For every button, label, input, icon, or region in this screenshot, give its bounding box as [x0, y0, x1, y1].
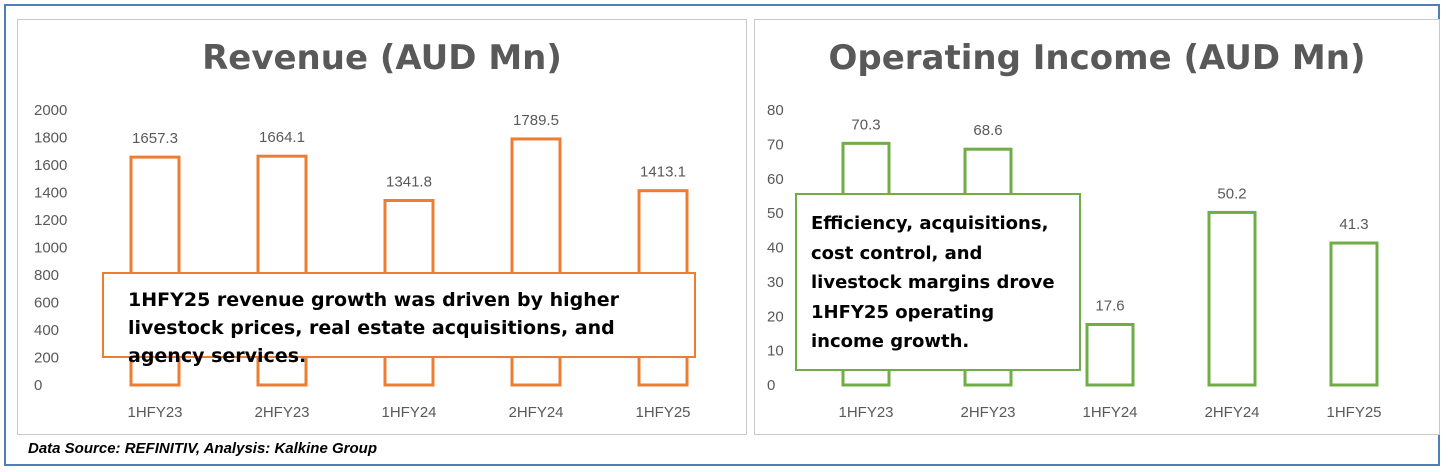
x-tick-label: 1HFY23	[127, 404, 182, 421]
y-tick-label: 400	[34, 322, 59, 339]
y-tick-label: 60	[767, 171, 784, 188]
data-label: 50.2	[1217, 185, 1246, 202]
data-label: 1664.1	[259, 129, 305, 146]
y-tick-label: 2000	[34, 102, 67, 119]
y-tick-label: 1800	[34, 130, 67, 147]
y-tick-label: 70	[767, 136, 784, 153]
revenue-chart-panel: Revenue (AUD Mn) 0 200 400 600 800 1000 1200 14…	[17, 19, 747, 435]
bar	[1329, 241, 1379, 387]
y-tick-label: 50	[767, 205, 784, 222]
data-label: 1413.1	[640, 164, 686, 181]
y-tick-label: 1600	[34, 157, 67, 174]
x-tick-label: 1HFY23	[838, 404, 893, 421]
y-tick-label: 200	[34, 350, 59, 367]
data-label: 1789.5	[513, 112, 559, 129]
y-tick-label: 1400	[34, 185, 67, 202]
data-label: 41.3	[1339, 216, 1368, 233]
y-tick-label: 10	[767, 343, 784, 360]
y-tick-label: 20	[767, 308, 784, 325]
y-tick-label: 800	[34, 267, 59, 284]
y-tick-label: 80	[767, 102, 784, 119]
data-label: 17.6	[1095, 298, 1124, 315]
y-tick-label: 0	[34, 377, 42, 394]
data-label: 68.6	[973, 122, 1002, 139]
operating-income-chart-panel: Operating Income (AUD Mn) 0 10 20 30 40 50 60 7…	[754, 19, 1440, 435]
operating-income-callout: Efficiency, acquisitions, cost control, …	[795, 193, 1081, 371]
x-tick-label: 1HFY24	[381, 404, 436, 421]
y-tick-label: 600	[34, 295, 59, 312]
x-tick-label: 2HFY24	[508, 404, 563, 421]
data-label: 70.3	[851, 116, 880, 133]
x-tick-label: 2HFY23	[960, 404, 1015, 421]
revenue-chart-title: Revenue (AUD Mn)	[202, 38, 562, 78]
bar	[1085, 323, 1135, 387]
x-tick-label: 2HFY24	[1204, 404, 1259, 421]
revenue-callout: 1HFY25 revenue growth was driven by high…	[102, 272, 696, 367]
x-tick-label: 1HFY25	[1326, 404, 1381, 421]
bar	[1207, 210, 1257, 387]
data-source-note: Data Source: REFINITIV, Analysis: Kalkin…	[28, 440, 377, 457]
y-tick-label: 40	[767, 240, 784, 257]
y-tick-label: 0	[767, 377, 775, 394]
revenue-chart-plot: 0 200 400 600 800 1000 1200 1400 1600 1800 2000 165…	[34, 102, 691, 421]
y-tick-label: 1000	[34, 240, 67, 257]
y-tick-label: 1200	[34, 212, 67, 229]
operating-income-chart-title: Operating Income (AUD Mn)	[828, 38, 1366, 78]
x-tick-label: 2HFY23	[254, 404, 309, 421]
data-label: 1341.8	[386, 174, 432, 191]
x-tick-label: 1HFY25	[635, 404, 690, 421]
figure-frame: Revenue (AUD Mn) 0 200 400 600 800 1000 1200 14…	[4, 4, 1440, 466]
x-tick-label: 1HFY24	[1082, 404, 1137, 421]
y-tick-label: 30	[767, 274, 784, 291]
data-label: 1657.3	[132, 130, 178, 147]
